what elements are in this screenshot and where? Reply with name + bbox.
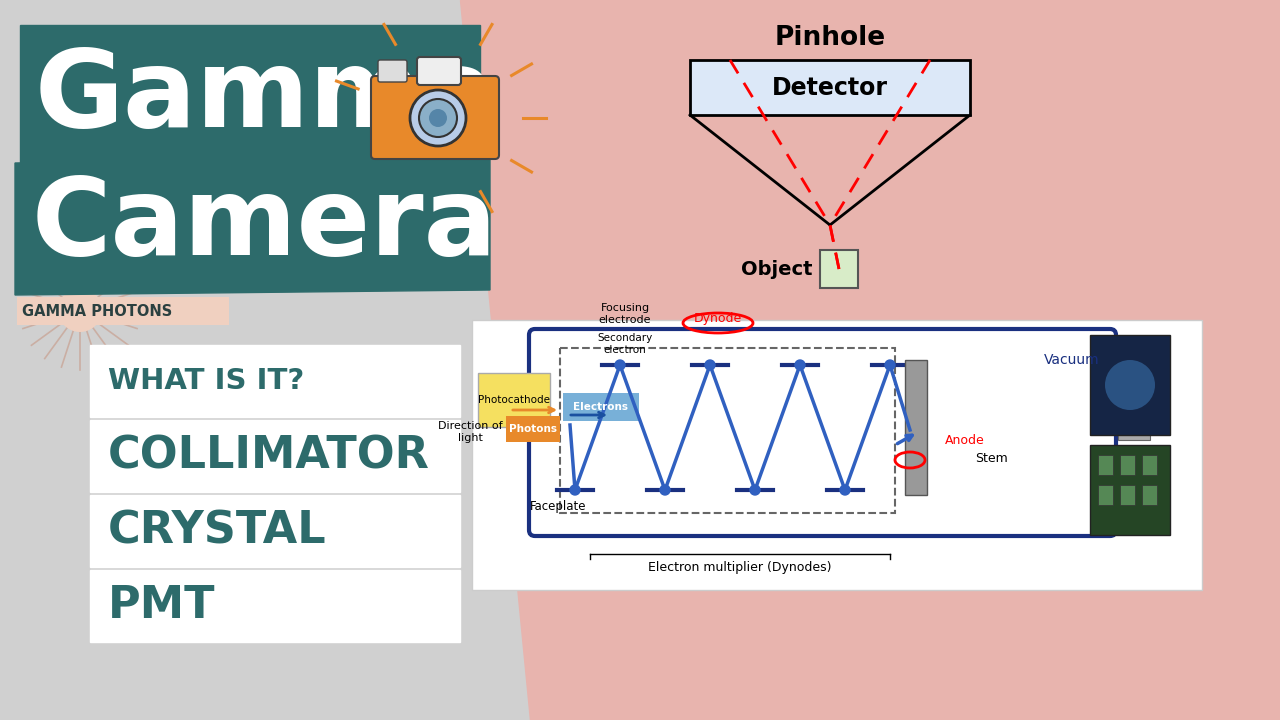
Bar [820,250,858,288]
Circle shape [419,99,457,137]
Bar [1117,449,1149,464]
Text: Direction of
light: Direction of light [438,421,502,443]
FancyBboxPatch shape [477,373,550,427]
Circle shape [58,288,102,332]
Bar [1098,485,1114,505]
Bar [690,60,970,115]
Bar [90,345,460,417]
Text: Pinhole: Pinhole [774,25,886,51]
Bar [1117,473,1149,488]
FancyBboxPatch shape [17,297,229,325]
Bar [90,495,460,567]
Text: GAMMA PHOTONS: GAMMA PHOTONS [22,304,173,318]
Text: Gamma: Gamma [35,44,497,150]
Circle shape [1105,360,1155,410]
Circle shape [410,90,466,146]
Text: Photons: Photons [509,424,557,434]
FancyBboxPatch shape [529,329,1116,536]
Bar [905,360,927,495]
Bar [1117,497,1149,512]
Circle shape [705,360,716,370]
FancyBboxPatch shape [371,76,499,159]
FancyBboxPatch shape [563,393,639,421]
Circle shape [884,360,895,370]
Bar [1142,485,1157,505]
Text: Dynode: Dynode [694,312,742,325]
Bar [1142,455,1157,475]
Text: Electrons: Electrons [573,402,628,412]
Bar [1117,377,1149,392]
Bar [1098,455,1114,475]
Polygon shape [460,0,1280,720]
Bar [1091,445,1170,535]
Text: Detector: Detector [772,76,888,99]
Text: Electron multiplier (Dynodes): Electron multiplier (Dynodes) [648,560,832,574]
Bar [472,320,1202,590]
Bar [90,420,460,492]
Text: Anode: Anode [945,433,984,446]
Text: Photocathode: Photocathode [477,395,550,405]
Circle shape [429,109,447,127]
Circle shape [795,360,805,370]
Bar [1117,353,1149,368]
Bar [90,570,460,642]
Bar [1091,335,1170,435]
Text: Secondary
electron: Secondary electron [598,333,653,355]
Circle shape [750,485,760,495]
Text: Camera: Camera [32,172,498,278]
Text: Object: Object [741,259,812,279]
Polygon shape [15,155,490,295]
Circle shape [660,485,669,495]
Circle shape [614,360,625,370]
Text: Stem: Stem [975,451,1007,464]
Bar [1120,455,1135,475]
FancyBboxPatch shape [378,60,407,82]
Text: PMT: PMT [108,585,215,628]
Bar [1117,425,1149,440]
Text: Faceplate: Faceplate [530,500,586,513]
Bar [20,25,480,165]
Bar [561,348,895,513]
Text: Vacuum: Vacuum [1044,353,1100,367]
Circle shape [570,485,580,495]
Circle shape [840,485,850,495]
Text: CRYSTAL: CRYSTAL [108,510,326,552]
Bar [1120,485,1135,505]
FancyBboxPatch shape [417,57,461,85]
Text: COLLIMATOR: COLLIMATOR [108,434,430,477]
Text: Focusing
electrode: Focusing electrode [599,303,652,325]
FancyBboxPatch shape [506,416,561,442]
Bar [1117,401,1149,416]
Text: WHAT IS IT?: WHAT IS IT? [108,367,305,395]
